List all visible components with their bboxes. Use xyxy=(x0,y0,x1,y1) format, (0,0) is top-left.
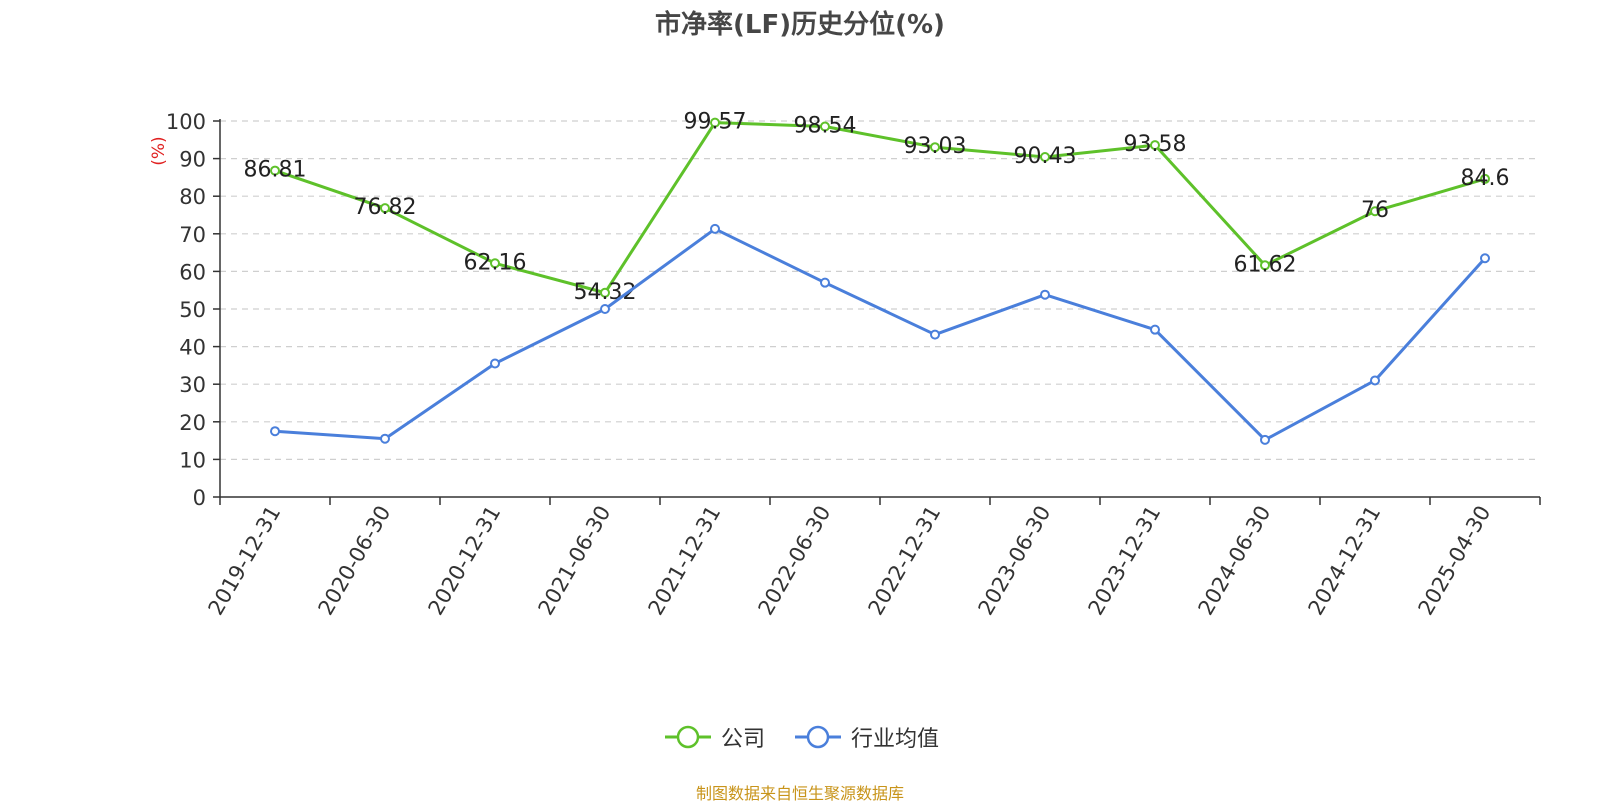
data-label: 93.58 xyxy=(1124,132,1187,157)
y-axis-label: (%) xyxy=(149,136,169,165)
data-label: 98.54 xyxy=(794,113,857,138)
data-point-1 xyxy=(1040,289,1050,300)
data-point-1 xyxy=(820,277,830,288)
data-point-1 xyxy=(380,433,390,444)
legend-industry-marker-icon xyxy=(795,725,841,749)
x-tick-label: 2022-06-30 xyxy=(754,502,836,620)
y-tick-label: 30 xyxy=(179,373,206,397)
data-point-1 xyxy=(1260,434,1270,445)
data-point-1 xyxy=(270,426,280,437)
x-tick-label: 2021-06-30 xyxy=(534,502,616,620)
data-label: 99.57 xyxy=(684,110,747,135)
y-tick-label: 40 xyxy=(179,336,206,360)
legend-item-company[interactable]: 公司 xyxy=(663,722,765,752)
data-point-1 xyxy=(1480,253,1490,264)
y-tick-label: 80 xyxy=(179,185,206,209)
data-label: 90.43 xyxy=(1014,144,1077,169)
x-tick-label: 2024-06-30 xyxy=(1194,502,1276,620)
data-point-0 xyxy=(1040,151,1050,162)
data-point-0 xyxy=(710,117,720,128)
data-point-1 xyxy=(930,329,940,340)
data-point-1 xyxy=(710,223,720,234)
series-line-1 xyxy=(274,227,1487,442)
data-source-note: 制图数据来自恒生聚源数据库 xyxy=(695,784,904,803)
data-point-0 xyxy=(1150,140,1160,151)
data-label: 93.03 xyxy=(904,134,967,159)
y-tick-label: 10 xyxy=(179,448,206,472)
data-label: 84.6 xyxy=(1461,166,1510,191)
x-tick-label: 2022-12-31 xyxy=(864,502,946,620)
data-point-0 xyxy=(1480,173,1490,184)
data-point-0 xyxy=(380,203,390,214)
data-point-0 xyxy=(1370,206,1380,217)
chart-title: 市净率(LF)历史分位(%) xyxy=(655,10,945,40)
series-line-0 xyxy=(274,121,1486,295)
data-point-1 xyxy=(1150,324,1160,335)
x-tick-label: 2021-12-31 xyxy=(644,502,726,620)
data-point-0 xyxy=(600,287,610,298)
y-tick-label: 70 xyxy=(179,223,206,247)
data-label: 76 xyxy=(1361,198,1389,223)
y-tick-label: 20 xyxy=(179,411,206,435)
data-point-1 xyxy=(600,304,610,314)
y-tick-label: 100 xyxy=(166,110,206,134)
y-tick-label: 90 xyxy=(179,148,206,172)
x-tick-label: 2025-04-30 xyxy=(1414,502,1496,620)
y-tick-label: 0 xyxy=(193,486,206,510)
legend: 公司 行业均值 xyxy=(0,722,1600,752)
legend-label-industry-average: 行业均值 xyxy=(851,727,940,752)
y-tick-label: 50 xyxy=(179,298,206,322)
y-tick-label: 60 xyxy=(179,260,206,284)
x-tick-label: 2023-06-30 xyxy=(974,502,1056,620)
data-label: 62.16 xyxy=(464,250,527,275)
x-tick-label: 2023-12-31 xyxy=(1084,502,1166,620)
data-point-0 xyxy=(490,258,500,269)
x-tick-label: 2019-12-31 xyxy=(204,502,286,620)
data-point-0 xyxy=(1260,260,1270,271)
data-point-1 xyxy=(490,358,500,369)
data-point-1 xyxy=(1370,375,1380,386)
x-tick-label: 2024-12-31 xyxy=(1304,502,1386,620)
x-tick-label: 2020-12-31 xyxy=(424,502,506,620)
x-tick-label: 2020-06-30 xyxy=(314,502,396,620)
data-label: 61.62 xyxy=(1234,252,1297,277)
data-point-0 xyxy=(820,121,830,132)
data-point-0 xyxy=(930,142,940,153)
data-label: 76.82 xyxy=(354,195,417,220)
data-point-0 xyxy=(270,165,280,176)
legend-label-company: 公司 xyxy=(721,727,766,752)
legend-item-industry-average[interactable]: 行业均值 xyxy=(793,722,939,752)
data-label: 86.81 xyxy=(244,158,307,183)
legend-company-marker-icon xyxy=(665,725,711,749)
